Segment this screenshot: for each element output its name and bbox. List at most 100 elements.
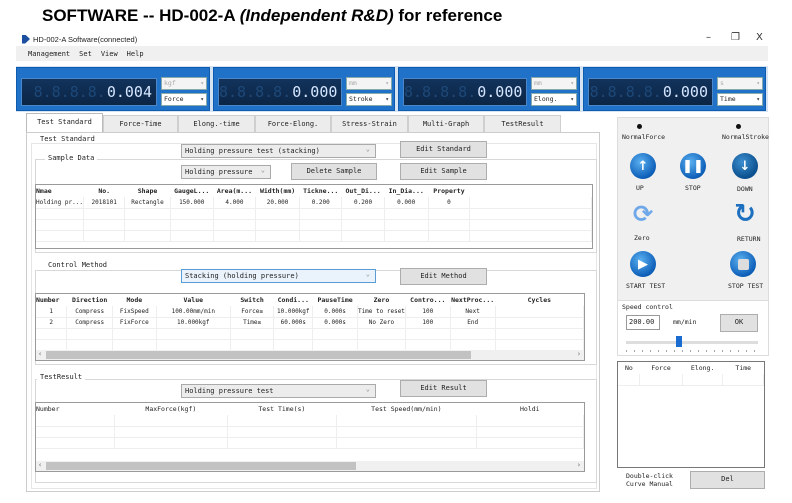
scroll-left-icon[interactable]: ‹ <box>38 461 43 469</box>
column-header[interactable]: Area(m... <box>216 187 253 195</box>
edit-result-button[interactable]: Edit Result <box>400 380 487 397</box>
menu-management[interactable]: Management <box>28 49 71 58</box>
edit-sample-button[interactable]: Edit Sample <box>400 163 487 180</box>
table-row[interactable] <box>36 230 592 242</box>
unit-select[interactable]: mm <box>346 77 392 90</box>
column-header[interactable]: Condi... <box>277 296 309 304</box>
stop-test-icon[interactable] <box>730 251 756 277</box>
column-header[interactable]: Property <box>433 187 465 195</box>
channel-select[interactable]: Time <box>717 93 763 106</box>
column-header[interactable]: Tickne... <box>303 187 339 195</box>
column-header[interactable]: In_Dia... <box>388 187 424 195</box>
table-row[interactable] <box>36 328 584 340</box>
table-row[interactable] <box>36 208 592 220</box>
start-test-icon[interactable]: ▶ <box>630 251 656 277</box>
column-header[interactable]: Test Time(s) <box>258 405 306 413</box>
channel-select[interactable]: Elong. <box>531 93 577 106</box>
column-header[interactable]: Value <box>183 296 204 304</box>
channel-select[interactable]: Force <box>161 93 207 106</box>
standard-select[interactable]: Holding pressure test (stacking) <box>181 143 376 158</box>
column-header[interactable]: Switch <box>240 296 264 304</box>
del-button[interactable]: Del <box>690 471 765 489</box>
zero-refresh-icon[interactable]: ⟳ <box>632 200 654 228</box>
column-header[interactable]: Time <box>735 364 752 372</box>
edit-method-button[interactable]: Edit Method <box>400 268 487 285</box>
column-header[interactable]: No <box>624 364 633 372</box>
column-header[interactable] <box>470 185 592 197</box>
delete-sample-button[interactable]: Delete Sample <box>291 163 377 180</box>
column-header[interactable]: Holdi <box>520 405 540 413</box>
edit-standard-button[interactable]: Edit Standard <box>400 141 487 158</box>
column-header[interactable]: Mode <box>126 296 143 304</box>
table-row[interactable] <box>36 426 584 438</box>
test-result-table[interactable]: Number MaxForce(kgf) Test Time(s) Test Spee… <box>35 402 585 472</box>
sample-data-table[interactable]: Nmae No. Shape GaugeL... Area(m... Width(mm) T… <box>35 184 593 249</box>
column-header[interactable]: Out_Di... <box>345 187 381 195</box>
method-table-scrollbar[interactable]: ‹ › <box>36 350 584 360</box>
column-header[interactable]: Contro... <box>410 296 446 304</box>
column-header[interactable]: No. <box>98 187 111 195</box>
column-header[interactable]: Elong. <box>690 364 715 372</box>
column-header[interactable]: GaugeL... <box>174 187 210 195</box>
tab-force-elong-[interactable]: Force-Elong. <box>255 115 331 133</box>
unit-select[interactable]: mm <box>531 77 577 90</box>
method-select[interactable]: Stacking (holding pressure) <box>181 268 376 283</box>
scroll-right-icon[interactable]: › <box>576 461 581 469</box>
table-row[interactable]: 1 Compress FixSpeed 100.00mm/min Force≥ 10.00… <box>36 306 584 318</box>
channel-select[interactable]: Stroke <box>346 93 392 106</box>
column-header[interactable]: Number <box>36 405 60 413</box>
column-header[interactable]: Nmae <box>36 187 52 195</box>
menu-view[interactable]: View <box>100 49 118 58</box>
tab-testresult[interactable]: TestResult <box>484 115 561 133</box>
tab-elong-time[interactable]: Elong.-time <box>178 115 255 133</box>
column-header[interactable]: Zero <box>373 296 390 304</box>
maximize-button[interactable]: ❐ <box>731 32 740 43</box>
control-method-table[interactable]: Number Direction Mode Value Switch Condi... Pa… <box>35 293 585 361</box>
scroll-left-icon[interactable]: ‹ <box>38 350 43 358</box>
sample-select[interactable]: Holding pressure <box>181 164 271 179</box>
table-row[interactable]: Holding pr... 2018101 Rectangle 150.000 4.00… <box>36 197 592 209</box>
column-header[interactable]: Shape <box>137 187 158 195</box>
table-row[interactable] <box>36 437 584 449</box>
result-table-scrollbar[interactable]: ‹ › <box>36 461 584 471</box>
column-header[interactable]: Test Speed(mm/min) <box>371 405 442 413</box>
column-header[interactable]: NextProc... <box>451 296 495 304</box>
tab-force-time[interactable]: Force-Time <box>103 115 178 133</box>
menu-help[interactable]: Help <box>126 49 144 58</box>
column-header[interactable]: Cycles <box>527 296 552 304</box>
speed-input[interactable]: 200.00 <box>626 315 660 330</box>
speed-ok-button[interactable]: OK <box>720 314 758 332</box>
column-header[interactable]: Direction <box>72 296 108 304</box>
pause-icon[interactable]: ❚❚ <box>680 153 706 179</box>
scroll-right-icon[interactable]: › <box>576 350 581 358</box>
speed-slider-track[interactable] <box>626 341 758 344</box>
table-row[interactable] <box>36 219 592 231</box>
close-button[interactable]: X <box>756 32 763 43</box>
minimize-button[interactable]: – <box>706 32 711 43</box>
table-cell <box>476 426 584 438</box>
up-arrow-icon[interactable]: ↑ <box>630 153 656 179</box>
tab-multi-graph[interactable]: Multi-Graph <box>408 115 484 133</box>
table-row[interactable] <box>36 415 584 427</box>
scroll-thumb[interactable] <box>46 462 356 470</box>
return-icon[interactable]: ↻ <box>734 199 756 229</box>
curve-table[interactable]: No Force Elong. Time <box>617 361 765 468</box>
column-header[interactable]: Force <box>651 364 671 372</box>
column-header[interactable]: PauseTime <box>317 296 353 304</box>
table-cell <box>255 208 301 220</box>
column-header[interactable]: Number <box>36 296 60 304</box>
down-arrow-icon[interactable]: ↓ <box>732 153 758 179</box>
tab-stress-strain[interactable]: Stress-Strain <box>331 115 408 133</box>
result-select[interactable]: Holding pressure test <box>181 383 376 398</box>
unit-select[interactable]: s <box>717 77 763 90</box>
unit-select[interactable]: kgf <box>161 77 207 90</box>
table-row[interactable]: 2 Compress FixForce 10.000kgf Time≥ 60.000s 0.… <box>36 317 584 329</box>
column-header[interactable]: Width(mm) <box>259 187 296 195</box>
table-row[interactable] <box>618 374 764 386</box>
column-header[interactable]: MaxForce(kgf) <box>145 405 197 413</box>
speed-slider-thumb[interactable] <box>675 336 682 347</box>
table-row[interactable] <box>36 339 584 351</box>
menu-set[interactable]: Set <box>79 49 92 58</box>
scroll-thumb[interactable] <box>46 351 471 359</box>
tab-test-standard[interactable]: Test Standard <box>26 113 103 133</box>
